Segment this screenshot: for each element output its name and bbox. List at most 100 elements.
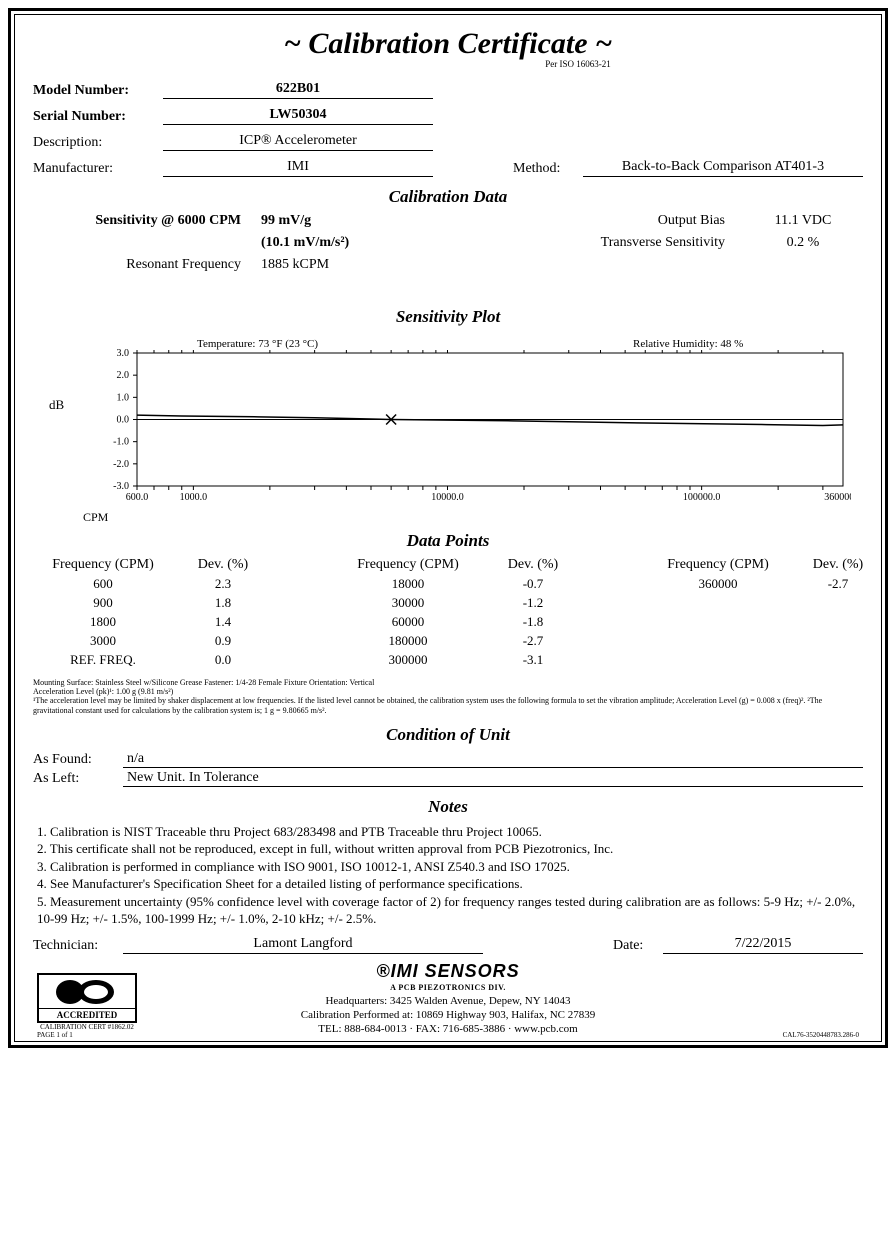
sens-alt: (10.1 mV/m/s²) <box>253 235 433 251</box>
dp-cell: Frequency (CPM) <box>33 557 173 573</box>
svg-text:2.0: 2.0 <box>117 370 130 381</box>
dp-cell: 18000 <box>333 576 483 592</box>
asleft-label: As Left: <box>33 771 123 787</box>
dp-cell: 60000 <box>333 614 483 630</box>
dp-cell: Dev. (%) <box>173 557 273 573</box>
trans-label: Transverse Sensitivity <box>433 235 743 251</box>
serial-label: Serial Number: <box>33 109 163 125</box>
condition-heading: Condition of Unit <box>33 725 863 745</box>
dp-cell: 30000 <box>333 595 483 611</box>
dp-cell <box>583 595 643 611</box>
notes-heading: Notes <box>33 797 863 817</box>
caldata-heading: Calibration Data <box>33 187 863 207</box>
dp-cell: 0.0 <box>173 652 273 668</box>
dp-cell <box>583 557 643 573</box>
svg-text:10000.0: 10000.0 <box>431 492 464 503</box>
dp-cell: 1.8 <box>173 595 273 611</box>
dp-cell <box>643 652 793 668</box>
dp-cell: -0.7 <box>483 576 583 592</box>
calibration-data-grid: Sensitivity @ 6000 CPM 99 mV/g Output Bi… <box>33 213 863 273</box>
svg-text:360000.0: 360000.0 <box>824 492 851 503</box>
bias-label: Output Bias <box>433 213 743 229</box>
dp-cell: 300000 <box>333 652 483 668</box>
dp-cell <box>643 595 793 611</box>
trans-value: 0.2 % <box>743 235 863 251</box>
bias-value: 11.1 VDC <box>743 213 863 229</box>
dp-cell: 900 <box>33 595 173 611</box>
dp-cell: 2.3 <box>173 576 273 592</box>
asfound-value: n/a <box>123 751 863 768</box>
model-value: 622B01 <box>163 81 433 99</box>
footer-sub: A PCB PIEZOTRONICS DIV. <box>33 983 863 993</box>
dp-cell <box>793 633 883 649</box>
notes-list: 1. Calibration is NIST Traceable thru Pr… <box>37 823 863 928</box>
dp-cell: Frequency (CPM) <box>333 557 483 573</box>
fine-print: Mounting Surface: Stainless Steel w/Sili… <box>33 678 863 715</box>
dp-cell <box>273 576 333 592</box>
method-label: Method: <box>513 161 583 177</box>
dp-cell: 1800 <box>33 614 173 630</box>
dp-cell: 600 <box>33 576 173 592</box>
sens-label: Sensitivity @ 6000 CPM <box>33 213 253 229</box>
page-footer-right: CAL76-3520448783.286-0 <box>783 1031 859 1039</box>
footer-brand: ®IMI SENSORS <box>33 960 863 983</box>
dp-cell <box>583 576 643 592</box>
accreditation-badge: ACCREDITED CALIBRATION CERT #1862.02 <box>37 973 137 1031</box>
dp-cell: Dev. (%) <box>793 557 883 573</box>
svg-text:-2.0: -2.0 <box>113 459 129 470</box>
svg-text:3.0: 3.0 <box>117 348 130 359</box>
serial-value: LW50304 <box>163 107 433 125</box>
plot-heading: Sensitivity Plot <box>33 307 863 327</box>
dp-cell <box>273 557 333 573</box>
mfr-label: Manufacturer: <box>33 161 163 177</box>
svg-text:1000.0: 1000.0 <box>180 492 208 503</box>
page-title: ~ Calibration Certificate ~ <box>33 27 863 61</box>
dp-cell <box>793 614 883 630</box>
dp-cell: 0.9 <box>173 633 273 649</box>
dp-cell <box>273 595 333 611</box>
dp-cell: 1.4 <box>173 614 273 630</box>
model-label: Model Number: <box>33 83 163 99</box>
date-label: Date: <box>613 938 663 954</box>
dp-cell: 180000 <box>333 633 483 649</box>
dp-cell <box>583 652 643 668</box>
datapoints-table: Frequency (CPM)Dev. (%)Frequency (CPM)De… <box>33 557 863 668</box>
sensitivity-plot: 3.02.01.00.0-1.0-2.0-3.0600.01000.010000… <box>91 333 851 508</box>
svg-text:600.0: 600.0 <box>126 492 149 503</box>
asfound-label: As Found: <box>33 752 123 768</box>
footer: ®IMI SENSORS A PCB PIEZOTRONICS DIV. Hea… <box>33 960 863 1037</box>
svg-text:-3.0: -3.0 <box>113 481 129 492</box>
dp-cell: -1.8 <box>483 614 583 630</box>
desc-value: ICP® Accelerometer <box>163 133 433 151</box>
dp-cell: Frequency (CPM) <box>643 557 793 573</box>
res-label: Resonant Frequency <box>33 257 253 273</box>
svg-text:-1.0: -1.0 <box>113 437 129 448</box>
dp-cell: REF. FREQ. <box>33 652 173 668</box>
desc-label: Description: <box>33 135 163 151</box>
dp-cell <box>643 633 793 649</box>
dp-cell: 3000 <box>33 633 173 649</box>
tech-value: Lamont Langford <box>123 936 483 954</box>
dp-cell <box>273 614 333 630</box>
res-value: 1885 kCPM <box>253 257 433 273</box>
asleft-value: New Unit. In Tolerance <box>123 770 863 787</box>
dp-cell: -2.7 <box>793 576 883 592</box>
datapoints-heading: Data Points <box>33 531 863 551</box>
dp-cell <box>273 633 333 649</box>
tech-label: Technician: <box>33 938 123 954</box>
svg-text:100000.0: 100000.0 <box>683 492 721 503</box>
dp-cell: -3.1 <box>483 652 583 668</box>
mfr-value: IMI <box>163 159 433 177</box>
dp-cell <box>273 652 333 668</box>
date-value: 7/22/2015 <box>663 936 863 954</box>
svg-text:Temperature: 73 °F (23 °C): Temperature: 73 °F (23 °C) <box>197 338 318 350</box>
dp-cell: -1.2 <box>483 595 583 611</box>
sens-value: 99 mV/g <box>253 213 433 229</box>
method-value: Back-to-Back Comparison AT401-3 <box>583 159 863 177</box>
dp-cell <box>793 595 883 611</box>
dp-cell <box>793 652 883 668</box>
footer-hq: Headquarters: 3425 Walden Avenue, Depew,… <box>33 994 863 1008</box>
page-footer-left: PAGE 1 of 1 <box>37 1031 73 1039</box>
dp-cell <box>583 614 643 630</box>
footer-perf: Calibration Performed at: 10869 Highway … <box>33 1008 863 1022</box>
